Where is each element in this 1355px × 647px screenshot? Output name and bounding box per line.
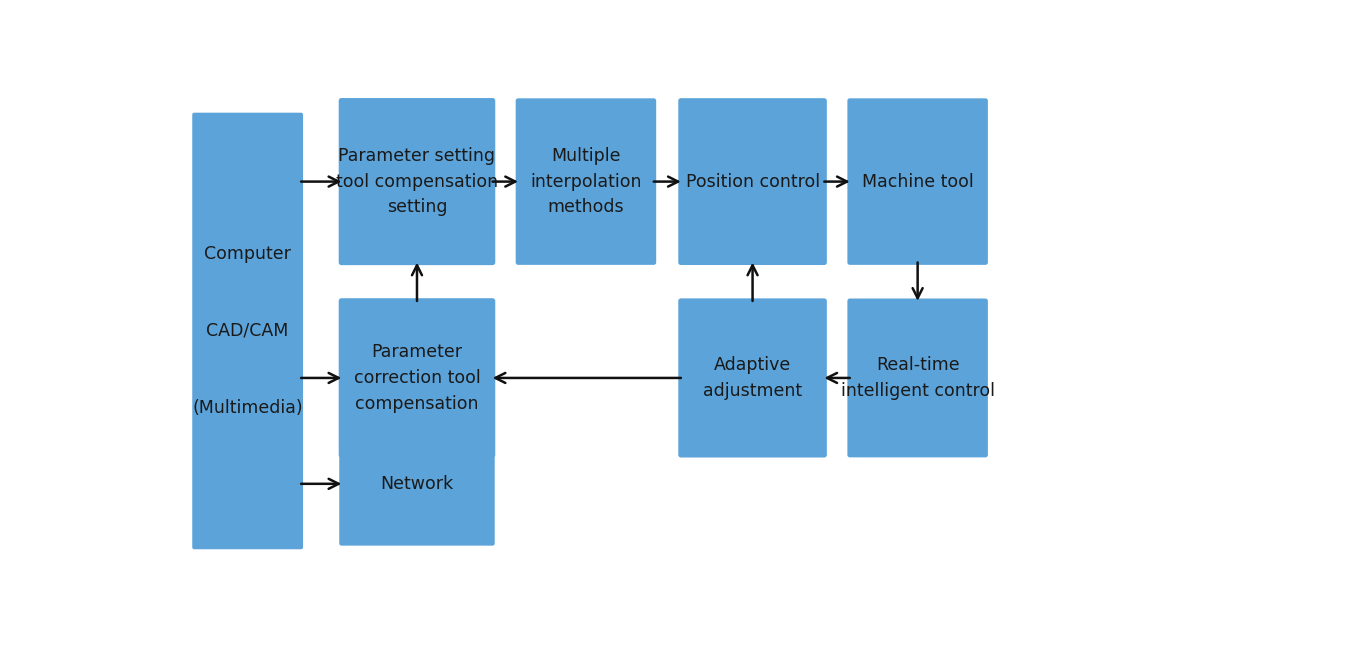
Text: Computer


CAD/CAM


(Multimedia): Computer CAD/CAM (Multimedia)	[192, 245, 304, 417]
Text: Parameter setting
tool compensation
setting: Parameter setting tool compensation sett…	[336, 147, 499, 216]
Text: Machine tool: Machine tool	[862, 173, 973, 191]
FancyBboxPatch shape	[339, 422, 495, 545]
FancyBboxPatch shape	[847, 298, 988, 457]
FancyBboxPatch shape	[679, 98, 827, 265]
Text: Network: Network	[381, 475, 454, 493]
Text: Parameter
correction tool
compensation: Parameter correction tool compensation	[354, 344, 481, 413]
Text: Position control: Position control	[686, 173, 820, 191]
Text: Real-time
intelligent control: Real-time intelligent control	[840, 356, 995, 400]
Text: Adaptive
adjustment: Adaptive adjustment	[703, 356, 802, 400]
FancyBboxPatch shape	[679, 298, 827, 457]
FancyBboxPatch shape	[339, 98, 496, 265]
Text: Multiple
interpolation
methods: Multiple interpolation methods	[530, 147, 642, 216]
FancyBboxPatch shape	[516, 98, 656, 265]
FancyBboxPatch shape	[339, 298, 496, 457]
FancyBboxPatch shape	[847, 98, 988, 265]
FancyBboxPatch shape	[192, 113, 304, 549]
